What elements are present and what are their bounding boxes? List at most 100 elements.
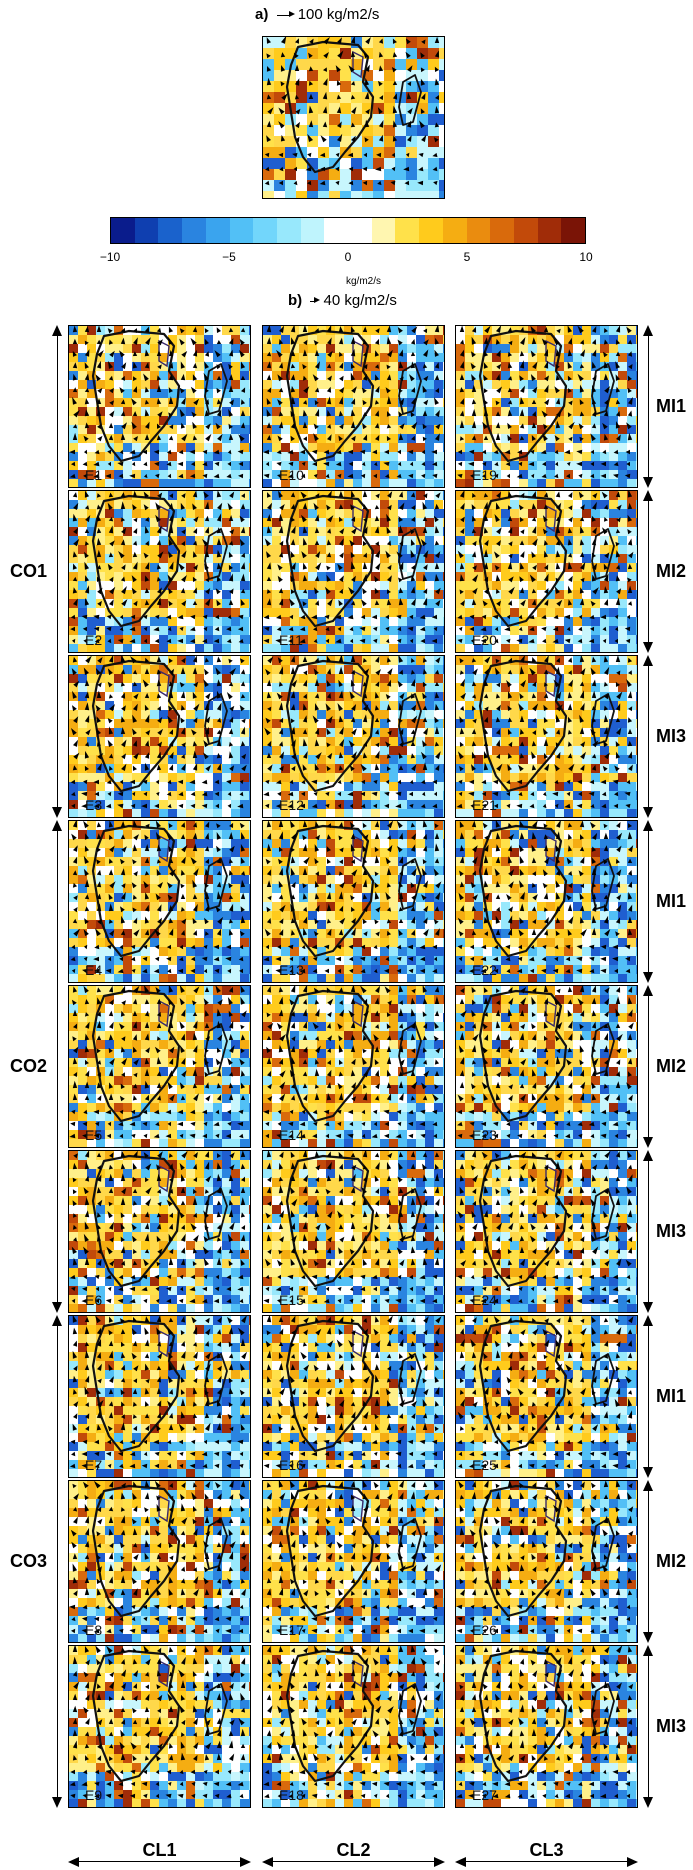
row-label: MI2 — [656, 1055, 687, 1076]
arrow-up-icon — [52, 325, 62, 336]
colorbar — [110, 217, 586, 244]
arrow-down-icon — [52, 1797, 62, 1808]
column-span-line — [74, 1861, 245, 1862]
reference-arrow-icon — [310, 297, 321, 304]
map-panel: E23 — [455, 985, 638, 1148]
row-span-line — [648, 659, 649, 814]
colorbar-swatch — [300, 218, 325, 243]
row-group-label: CO1 — [8, 560, 50, 582]
colorbar-swatch — [182, 218, 206, 243]
panel-experiment-label: E18 — [279, 1787, 304, 1803]
panel-experiment-label: E8 — [85, 1622, 103, 1638]
panel-experiment-label: E22 — [472, 962, 497, 978]
panel-a-header: a) 100 kg/m2/s — [255, 6, 379, 23]
row-label: MI3 — [656, 1715, 687, 1736]
colorbar-swatch — [111, 218, 135, 243]
arrow-down-icon — [643, 1137, 653, 1148]
row-label: MI1 — [656, 890, 687, 911]
colorbar-tick-label: 0 — [344, 250, 352, 264]
panel-experiment-label: E9 — [85, 1787, 103, 1803]
colorbar-swatch — [158, 218, 183, 243]
colorbar-swatch — [513, 218, 538, 243]
panel-a-map — [262, 36, 445, 199]
arrow-left-icon — [455, 1857, 466, 1867]
arrow-down-icon — [52, 807, 62, 818]
arrow-left-icon — [262, 1857, 273, 1867]
group-span-line — [57, 1321, 58, 1802]
panel-b-header: b) 40 kg/m2/s — [288, 292, 397, 309]
colorbar-unit: kg/m2/s — [346, 276, 382, 287]
arrow-up-icon — [643, 490, 653, 501]
arrow-right-icon — [627, 1857, 638, 1867]
colorbar-swatch — [276, 218, 301, 243]
arrow-right-icon — [434, 1857, 445, 1867]
panel-experiment-label: E24 — [472, 1292, 497, 1308]
row-span-line — [648, 1484, 649, 1639]
map-panel: E4 — [68, 820, 251, 983]
arrow-down-icon — [643, 477, 653, 488]
colorbar-swatch — [442, 218, 467, 243]
map-panel: E8 — [68, 1480, 251, 1643]
colorbar-swatch — [561, 218, 586, 243]
panel-experiment-label: E20 — [472, 632, 497, 648]
panel-experiment-label: E1 — [85, 467, 103, 483]
panel-b-ref-vector: 40 kg/m2/s — [323, 292, 397, 309]
panel-experiment-label: E2 — [85, 632, 103, 648]
colorbar-swatch — [134, 218, 159, 243]
map-panel: E7 — [68, 1315, 251, 1478]
arrow-up-icon — [643, 1150, 653, 1161]
map-panel: E11 — [262, 490, 445, 653]
map-panel: E18 — [262, 1645, 445, 1808]
map-panel: E3 — [68, 655, 251, 818]
colorbar-swatch — [324, 218, 349, 243]
map-panel: E27 — [455, 1645, 638, 1808]
arrow-down-icon — [643, 807, 653, 818]
panel-a-ref-vector: 100 kg/m2/s — [297, 6, 380, 23]
arrow-left-icon — [68, 1857, 79, 1867]
colorbar-swatch — [205, 218, 230, 243]
row-label: MI3 — [656, 725, 687, 746]
row-label: MI2 — [656, 560, 687, 581]
row-group-label: CO2 — [8, 1055, 50, 1077]
colorbar-swatch — [229, 218, 254, 243]
panel-experiment-label: E15 — [279, 1292, 304, 1308]
arrow-down-icon — [643, 1302, 653, 1313]
map-panel: E1 — [68, 325, 251, 488]
map-panel: E16 — [262, 1315, 445, 1478]
arrow-down-icon — [643, 972, 653, 983]
map-panel: E21 — [455, 655, 638, 818]
row-span-line — [648, 1154, 649, 1309]
arrow-down-icon — [643, 642, 653, 653]
map-panel: E24 — [455, 1150, 638, 1313]
arrow-up-icon — [52, 1315, 62, 1326]
arrow-up-icon — [52, 820, 62, 831]
colorbar-tick-label: 10 — [579, 250, 593, 264]
panel-experiment-label: E11 — [279, 632, 303, 648]
colorbar-tick-label: 5 — [463, 250, 471, 264]
column-label: CL3 — [526, 1840, 567, 1861]
row-span-line — [648, 989, 649, 1144]
map-panel: E25 — [455, 1315, 638, 1478]
arrow-down-icon — [643, 1632, 653, 1643]
column-label: CL2 — [333, 1840, 374, 1861]
reference-arrow-icon — [276, 11, 295, 18]
arrow-up-icon — [643, 325, 653, 336]
map-panel: E10 — [262, 325, 445, 488]
panel-experiment-label: E16 — [279, 1457, 304, 1473]
map-panel: E13 — [262, 820, 445, 983]
colorbar-swatch — [466, 218, 491, 243]
colorbar-swatch — [371, 218, 396, 243]
colorbar-swatch — [348, 218, 372, 243]
panel-experiment-label: E4 — [85, 962, 103, 978]
panel-experiment-label: E23 — [472, 1127, 497, 1143]
row-span-line — [648, 494, 649, 649]
map-panel: E17 — [262, 1480, 445, 1643]
group-span-line — [57, 331, 58, 812]
map-panel: E2 — [68, 490, 251, 653]
row-span-line — [648, 1649, 649, 1804]
row-span-line — [648, 1319, 649, 1474]
column-label: CL1 — [139, 1840, 180, 1861]
panel-experiment-label: E5 — [85, 1127, 103, 1143]
colorbar-swatch — [253, 218, 277, 243]
row-group-label: CO3 — [8, 1550, 50, 1572]
